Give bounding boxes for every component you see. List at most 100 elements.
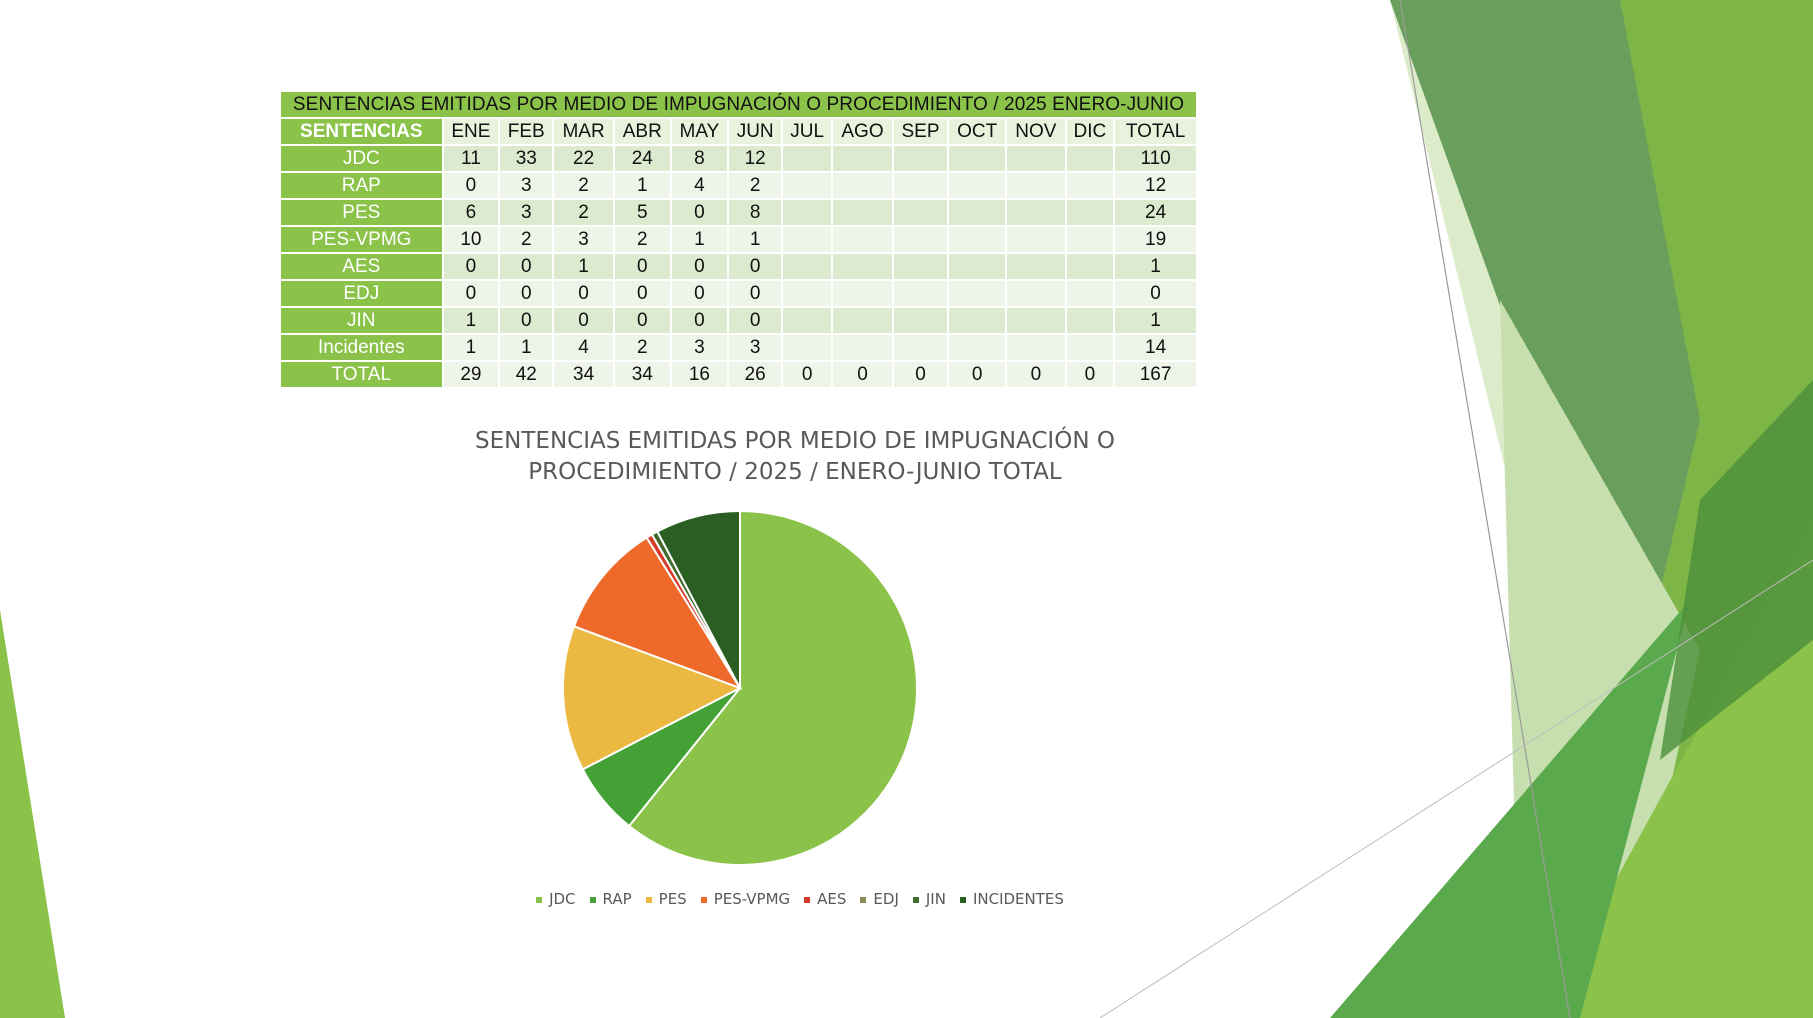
legend-item-jdc: JDC (536, 890, 576, 908)
table-cell: 22 (554, 146, 613, 171)
legend-label: PES (658, 890, 687, 908)
table-cell: 6 (443, 200, 499, 225)
chart-title-line-2: PROCEDIMIENTO / 2025 / ENERO-JUNIO TOTAL (528, 459, 1062, 485)
table-cell: 0 (729, 254, 782, 279)
table-cell (949, 173, 1006, 198)
table-cell (833, 254, 892, 279)
table-cell: 1 (554, 254, 613, 279)
legend-label: JDC (549, 890, 576, 908)
table-cell: 34 (614, 362, 670, 387)
table-cell (893, 200, 948, 225)
legend-label: INCIDENTES (972, 890, 1064, 908)
table-cell: 2 (614, 335, 670, 360)
row-label: PES-VPMG (281, 227, 442, 252)
table-cell: 33 (500, 146, 553, 171)
table-cell (1007, 173, 1065, 198)
table-cell (1066, 173, 1114, 198)
table-cell (1007, 281, 1065, 306)
legend-swatch (860, 896, 867, 903)
table-cell (949, 254, 1006, 279)
table-cell (1066, 254, 1114, 279)
table-cell: 0 (783, 362, 832, 387)
table-cell (783, 173, 832, 198)
table-cell: 0 (554, 281, 613, 306)
row-label: AES (281, 254, 442, 279)
table-cell: 14 (1115, 335, 1196, 360)
table-row: AES 0 0 1 0 0 0 1 (281, 254, 1196, 279)
table-cell: 0 (554, 308, 613, 333)
table-cell (1007, 227, 1065, 252)
table-cell: 11 (443, 146, 499, 171)
table-cell: 26 (729, 362, 782, 387)
table-cell (1066, 308, 1114, 333)
header-jun: JUN (729, 119, 782, 144)
table-cell: 1 (729, 227, 782, 252)
decor-thin-line-2 (1099, 559, 1813, 1018)
table-cell: 1 (614, 173, 670, 198)
row-label: Incidentes (281, 335, 442, 360)
table-cell: 8 (729, 200, 782, 225)
header-total: TOTAL (1115, 119, 1196, 144)
table-cell: 3 (729, 335, 782, 360)
table-cell (833, 146, 892, 171)
table-row: PES 6 3 2 5 0 8 24 (281, 200, 1196, 225)
table-row: JIN 1 0 0 0 0 0 1 (281, 308, 1196, 333)
table-cell (833, 308, 892, 333)
legend-label: EDJ (873, 890, 899, 908)
table-cell: 167 (1115, 362, 1196, 387)
table-cell (783, 335, 832, 360)
table-row: Incidentes 1 1 4 2 3 3 14 (281, 335, 1196, 360)
table-row: PES-VPMG 10 2 3 2 1 1 19 (281, 227, 1196, 252)
table-cell (783, 227, 832, 252)
header-nov: NOV (1007, 119, 1065, 144)
table-cell: 0 (614, 254, 670, 279)
header-sentencias: SENTENCIAS (281, 119, 442, 144)
table-cell: 0 (949, 362, 1006, 387)
table-cell (833, 200, 892, 225)
table-cell: 1 (671, 227, 728, 252)
pie-chart (562, 509, 918, 866)
table-cell (783, 146, 832, 171)
table-cell: 3 (500, 200, 553, 225)
sentencias-table: SENTENCIAS EMITIDAS POR MEDIO DE IMPUGNA… (279, 90, 1198, 389)
table-cell: 3 (671, 335, 728, 360)
table-cell: 2 (554, 173, 613, 198)
table-cell: 0 (833, 362, 892, 387)
table-cell: 24 (1115, 200, 1196, 225)
table-cell: 19 (1115, 227, 1196, 252)
pie-slice-jdc (627, 509, 918, 866)
pie-slice-pes-vpmg (572, 536, 743, 690)
header-dic: DIC (1066, 119, 1114, 144)
table-cell: 0 (443, 173, 499, 198)
table-cell: 34 (554, 362, 613, 387)
header-ago: AGO (833, 119, 892, 144)
legend-label: JIN (925, 890, 946, 908)
table-cell (1066, 227, 1114, 252)
table-cell: 12 (729, 146, 782, 171)
table-cell (1066, 146, 1114, 171)
table-cell: 0 (1115, 281, 1196, 306)
table-cell (1066, 281, 1114, 306)
table-cell (949, 200, 1006, 225)
table-cell: 0 (729, 308, 782, 333)
table-title-row: SENTENCIAS EMITIDAS POR MEDIO DE IMPUGNA… (281, 92, 1196, 117)
table-row: EDJ 0 0 0 0 0 0 0 (281, 281, 1196, 306)
table-cell: 4 (554, 335, 613, 360)
header-oct: OCT (949, 119, 1006, 144)
row-label: JIN (281, 308, 442, 333)
table-cell (833, 335, 892, 360)
table-cell (1007, 254, 1065, 279)
table-cell: 1 (443, 335, 499, 360)
table-row: RAP 0 3 2 1 4 2 12 (281, 173, 1196, 198)
legend-swatch (700, 896, 707, 903)
table-cell (1007, 200, 1065, 225)
legend-swatch (536, 896, 543, 903)
table-cell (833, 227, 892, 252)
table-cell: 29 (443, 362, 499, 387)
table-cell: 0 (671, 254, 728, 279)
table-cell: 0 (500, 281, 553, 306)
table-cell: 3 (500, 173, 553, 198)
row-label: PES (281, 200, 442, 225)
table-cell: 5 (614, 200, 670, 225)
table-cell: 2 (614, 227, 670, 252)
